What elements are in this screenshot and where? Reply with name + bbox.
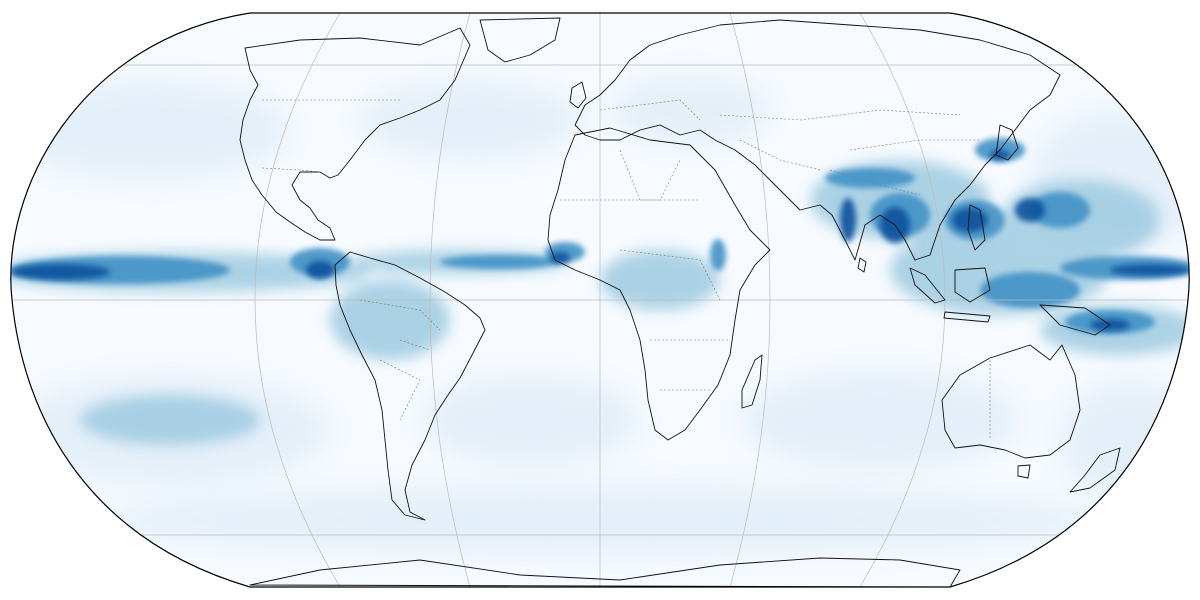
precip-high-indonesia [980, 272, 1080, 308]
coast-philippines [967, 204, 986, 251]
coast-uk [569, 81, 587, 109]
coast-japan [995, 124, 1019, 161]
precip-mid-southern-storm-track [80, 395, 260, 445]
coast-borneo [954, 267, 991, 303]
precip-mid-amazon [330, 280, 450, 360]
precip-core-itcz-central-pacific [1110, 264, 1190, 276]
precip-core-colombia [306, 261, 334, 279]
border-brazil-west [399, 339, 431, 351]
precip-core-itcz-east-pacific [10, 264, 110, 280]
map-frame [10, 12, 1190, 588]
coast-sumatra [909, 267, 946, 304]
coast-antarctica [249, 557, 961, 587]
coastlines [239, 17, 1121, 587]
border-india-china [829, 169, 921, 196]
precip-high-himalaya [825, 168, 915, 188]
border-europe [599, 99, 701, 121]
border-south-america-north [359, 299, 441, 331]
border-russia-south [719, 109, 961, 121]
precip-mid-central-africa [600, 250, 720, 310]
precip-light-southeast-pacific [1060, 380, 1190, 500]
coast-new-guinea [1039, 304, 1111, 336]
coast-java [943, 311, 991, 323]
coast-new-zealand [1069, 447, 1121, 493]
coast-australia [941, 344, 1081, 459]
border-africa-north [619, 149, 681, 201]
coast-eurasia [574, 19, 1061, 261]
coast-greenland [479, 17, 561, 63]
precip-core-guinea-coast [550, 252, 570, 264]
precip-core-west-pacific [1015, 198, 1045, 222]
coast-sri-lanka [857, 257, 867, 273]
precip-high-east-africa [710, 239, 726, 271]
precip-high-west-pacific [1030, 192, 1090, 228]
border-us-mexico [261, 167, 321, 173]
coast-tasmania [1017, 464, 1031, 479]
coast-africa [547, 127, 771, 441]
precip-light-indian-ocean [740, 370, 1020, 470]
graticule-lon-60e [729, 13, 771, 587]
graticule-lon-120w [254, 13, 341, 587]
precip-core-philippine-sea [952, 208, 988, 232]
coast-north-america [239, 27, 471, 241]
precip-light-europe [610, 75, 770, 145]
coast-madagascar [741, 354, 763, 409]
country-borders [261, 99, 991, 440]
precip-light-south-atlantic [420, 375, 640, 465]
border-africa-central [619, 249, 721, 301]
border-middle-east [739, 139, 821, 171]
precip-high-itcz-atlantic [440, 255, 560, 269]
border-south-america-south [379, 359, 421, 421]
coast-south-america [334, 251, 486, 521]
graticule-lon-60w [429, 13, 471, 587]
precip-core-west-ghats [840, 198, 856, 242]
precip-light-north-pacific [10, 80, 290, 180]
precip-light-north-atlantic [360, 80, 580, 160]
precip-core-japan [990, 150, 1010, 160]
